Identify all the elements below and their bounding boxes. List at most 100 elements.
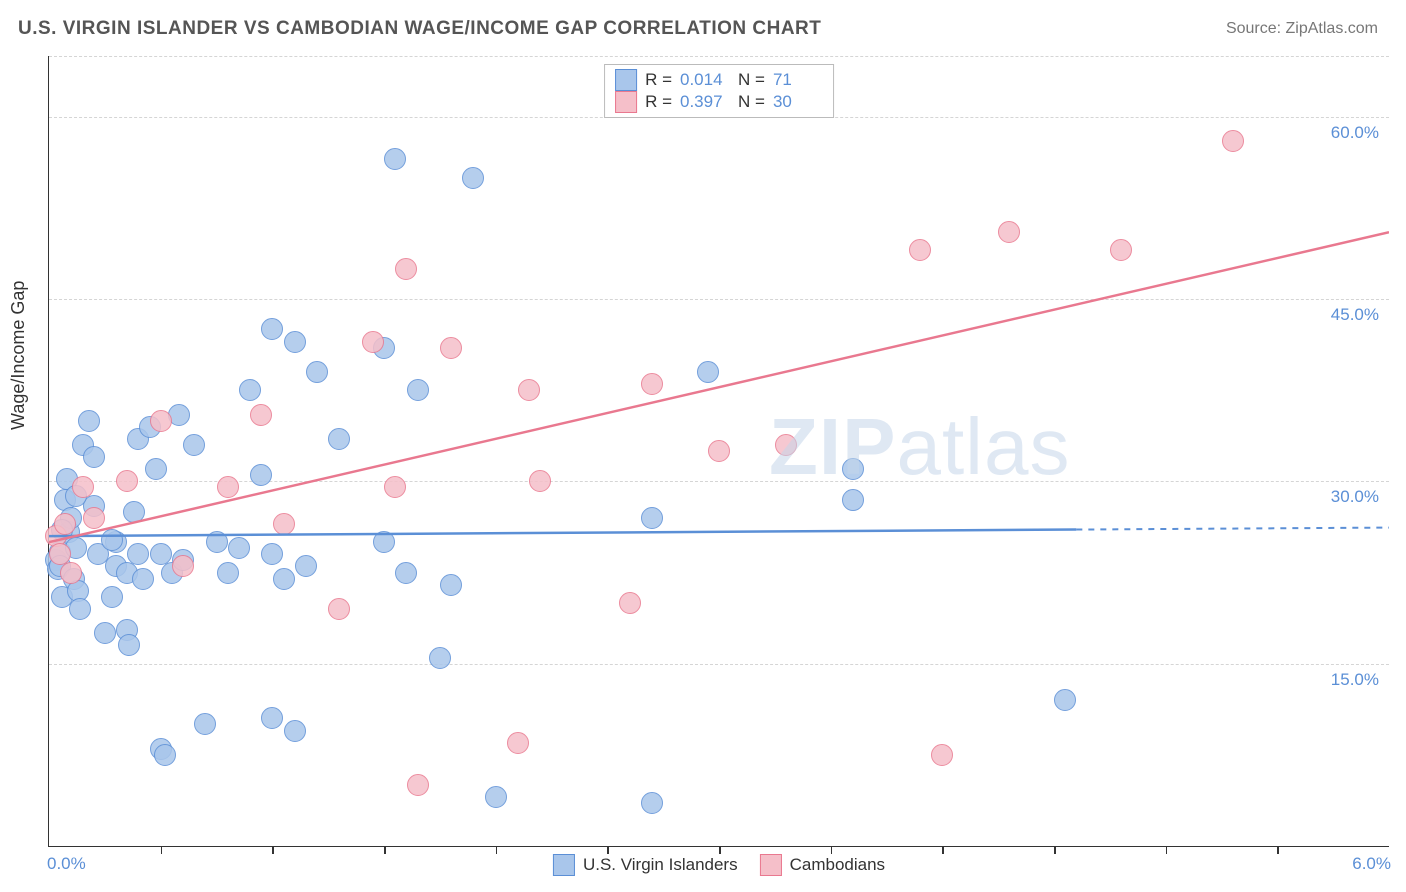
data-point-camb	[250, 404, 272, 426]
gridline	[49, 299, 1389, 300]
y-tick-label: 60.0%	[1331, 123, 1379, 143]
data-point-usvi	[78, 410, 100, 432]
data-point-camb	[172, 555, 194, 577]
legend-item-usvi: U.S. Virgin Islanders	[553, 854, 738, 876]
data-point-camb	[150, 410, 172, 432]
data-point-usvi	[101, 529, 123, 551]
data-point-camb	[619, 592, 641, 614]
data-point-usvi	[250, 464, 272, 486]
data-point-camb	[440, 337, 462, 359]
data-point-camb	[72, 476, 94, 498]
data-point-usvi	[295, 555, 317, 577]
data-point-usvi	[101, 586, 123, 608]
data-point-camb	[1110, 239, 1132, 261]
data-point-usvi	[127, 543, 149, 565]
data-point-camb	[708, 440, 730, 462]
y-axis-label: Wage/Income Gap	[8, 281, 29, 430]
data-point-usvi	[83, 446, 105, 468]
data-point-usvi	[284, 331, 306, 353]
x-tick	[384, 846, 386, 854]
data-point-camb	[384, 476, 406, 498]
data-point-usvi	[1054, 689, 1076, 711]
x-tick	[272, 846, 274, 854]
data-point-camb	[909, 239, 931, 261]
x-tick	[607, 846, 609, 854]
data-point-usvi	[206, 531, 228, 553]
data-point-usvi	[462, 167, 484, 189]
data-point-usvi	[373, 531, 395, 553]
data-point-usvi	[284, 720, 306, 742]
data-point-camb	[217, 476, 239, 498]
data-point-usvi	[384, 148, 406, 170]
chart-plot-area: ZIPatlas 15.0%30.0%45.0%60.0% 0.0% 6.0% …	[48, 56, 1389, 847]
gridline	[49, 481, 1389, 482]
x-tick	[161, 846, 163, 854]
data-point-usvi	[94, 622, 116, 644]
data-point-camb	[518, 379, 540, 401]
x-tick	[831, 846, 833, 854]
data-point-camb	[273, 513, 295, 535]
data-point-camb	[60, 562, 82, 584]
data-point-usvi	[145, 458, 167, 480]
data-point-camb	[83, 507, 105, 529]
data-point-usvi	[217, 562, 239, 584]
data-point-usvi	[328, 428, 350, 450]
data-point-camb	[641, 373, 663, 395]
data-point-camb	[362, 331, 384, 353]
x-tick	[1166, 846, 1168, 854]
data-point-usvi	[641, 507, 663, 529]
data-point-usvi	[239, 379, 261, 401]
data-point-usvi	[440, 574, 462, 596]
data-point-usvi	[228, 537, 250, 559]
watermark: ZIPatlas	[769, 401, 1070, 493]
data-point-usvi	[183, 434, 205, 456]
data-point-usvi	[69, 598, 91, 620]
gridline	[49, 664, 1389, 665]
swatch-usvi	[615, 69, 637, 91]
data-point-camb	[407, 774, 429, 796]
swatch-usvi	[553, 854, 575, 876]
correlation-legend: R =0.014 N =71 R =0.397 N =30	[604, 64, 834, 118]
data-point-usvi	[273, 568, 295, 590]
data-point-usvi	[194, 713, 216, 735]
chart-title: U.S. VIRGIN ISLANDER VS CAMBODIAN WAGE/I…	[18, 18, 821, 40]
data-point-camb	[395, 258, 417, 280]
data-point-usvi	[132, 568, 154, 590]
series-legend: U.S. Virgin Islanders Cambodians	[553, 854, 885, 876]
data-point-camb	[328, 598, 350, 620]
y-tick-label: 30.0%	[1331, 487, 1379, 507]
data-point-usvi	[407, 379, 429, 401]
legend-row-usvi: R =0.014 N =71	[615, 69, 823, 91]
data-point-usvi	[261, 707, 283, 729]
data-point-usvi	[118, 634, 140, 656]
data-point-usvi	[429, 647, 451, 669]
data-point-camb	[507, 732, 529, 754]
legend-row-camb: R =0.397 N =30	[615, 91, 823, 113]
data-point-camb	[931, 744, 953, 766]
data-point-camb	[529, 470, 551, 492]
swatch-camb	[615, 91, 637, 113]
data-point-usvi	[697, 361, 719, 383]
data-point-usvi	[395, 562, 417, 584]
data-point-camb	[998, 221, 1020, 243]
legend-item-camb: Cambodians	[760, 854, 885, 876]
y-tick-label: 45.0%	[1331, 305, 1379, 325]
x-tick	[942, 846, 944, 854]
x-tick	[1054, 846, 1056, 854]
x-axis-min: 0.0%	[47, 854, 86, 874]
regression-line-dashed-usvi	[1076, 528, 1389, 530]
source-attribution: Source: ZipAtlas.com	[1226, 20, 1378, 38]
regression-line-usvi	[49, 530, 1076, 537]
data-point-usvi	[485, 786, 507, 808]
data-point-usvi	[123, 501, 145, 523]
swatch-camb	[760, 854, 782, 876]
x-tick	[1277, 846, 1279, 854]
x-tick	[496, 846, 498, 854]
x-tick	[719, 846, 721, 854]
data-point-usvi	[154, 744, 176, 766]
data-point-camb	[116, 470, 138, 492]
data-point-camb	[54, 513, 76, 535]
y-tick-label: 15.0%	[1331, 670, 1379, 690]
data-point-usvi	[641, 792, 663, 814]
data-point-usvi	[261, 318, 283, 340]
